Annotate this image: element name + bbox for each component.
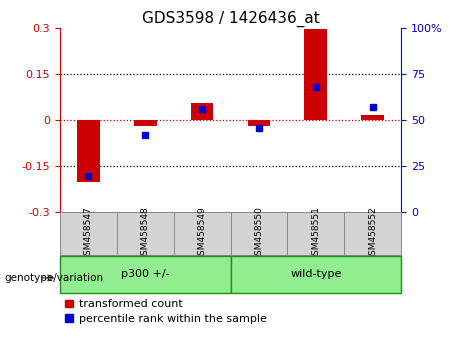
- Bar: [134, 120, 157, 126]
- Bar: [287, 212, 344, 255]
- Text: GSM458550: GSM458550: [254, 206, 263, 261]
- Text: GSM458551: GSM458551: [311, 206, 320, 261]
- Text: p300 +/-: p300 +/-: [121, 269, 170, 279]
- Text: wild-type: wild-type: [290, 269, 342, 279]
- Bar: [174, 212, 230, 255]
- Bar: [77, 120, 100, 182]
- Bar: [361, 115, 384, 120]
- Bar: [60, 256, 230, 293]
- Legend: transformed count, percentile rank within the sample: transformed count, percentile rank withi…: [65, 299, 267, 324]
- Text: GSM458552: GSM458552: [368, 206, 377, 261]
- Bar: [230, 212, 287, 255]
- Bar: [117, 212, 174, 255]
- Bar: [60, 212, 117, 255]
- Bar: [230, 256, 401, 293]
- Text: GSM458548: GSM458548: [141, 206, 150, 261]
- Text: GSM458547: GSM458547: [84, 206, 93, 261]
- Bar: [344, 212, 401, 255]
- Bar: [248, 120, 270, 126]
- Text: genotype/variation: genotype/variation: [5, 273, 104, 283]
- Title: GDS3598 / 1426436_at: GDS3598 / 1426436_at: [142, 11, 319, 27]
- Text: GSM458549: GSM458549: [198, 206, 207, 261]
- Bar: [304, 29, 327, 120]
- Bar: [191, 103, 213, 120]
